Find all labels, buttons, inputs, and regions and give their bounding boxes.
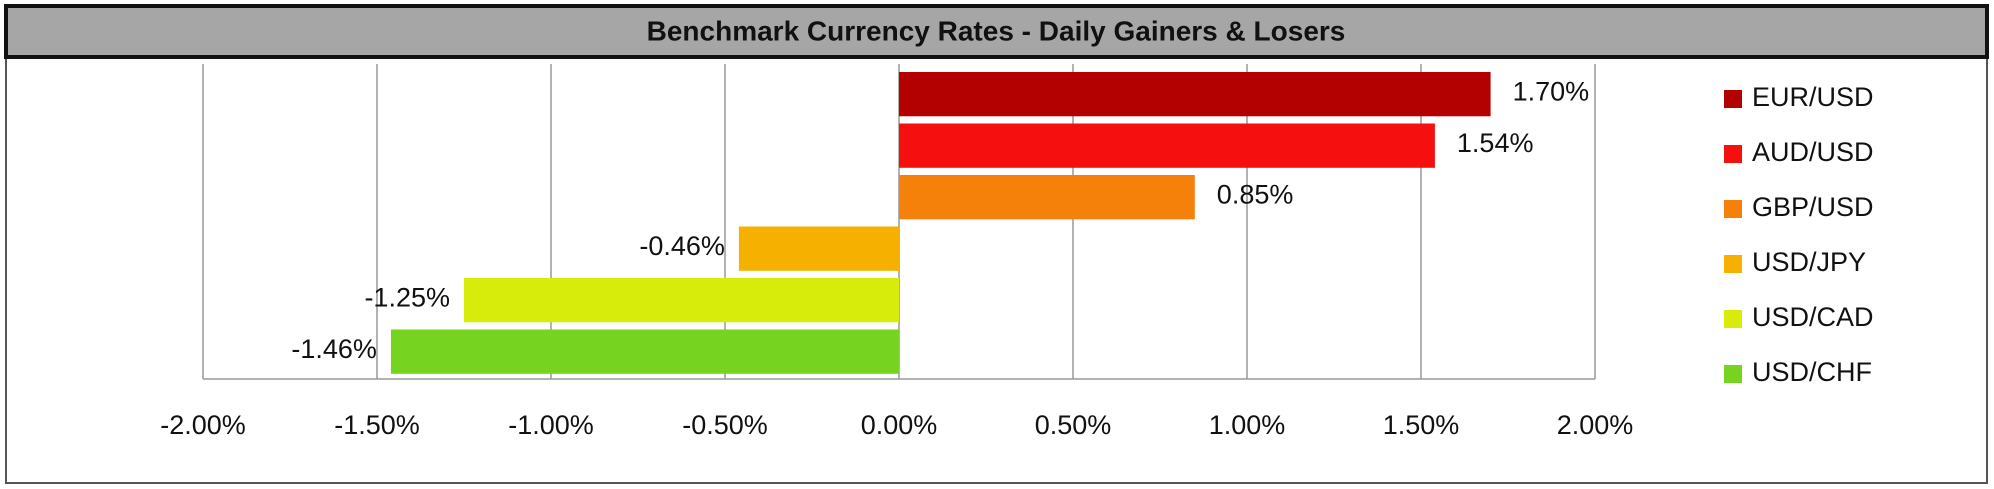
bar	[738, 226, 899, 271]
legend-swatch	[1724, 200, 1742, 218]
data-label: 1.54%	[1457, 128, 1534, 158]
legend-swatch	[1724, 310, 1742, 328]
bar	[464, 278, 899, 323]
data-label: 0.85%	[1217, 179, 1294, 209]
x-tick-label: -0.50%	[682, 410, 768, 440]
legend-label: EUR/USD	[1752, 82, 1874, 112]
x-tick-label: 1.50%	[1383, 410, 1460, 440]
data-label: -1.46%	[291, 334, 377, 364]
bar	[899, 72, 1491, 117]
x-tick-label: -2.00%	[160, 410, 246, 440]
chart-border	[5, 56, 1988, 484]
data-label: 1.70%	[1513, 76, 1590, 106]
legend-swatch	[1724, 145, 1742, 163]
data-label: -1.25%	[364, 282, 450, 312]
bar	[899, 175, 1195, 220]
x-tick-label: -1.50%	[334, 410, 420, 440]
legend-label: GBP/USD	[1752, 192, 1874, 222]
bar	[899, 123, 1435, 168]
chart-title: Benchmark Currency Rates - Daily Gainers…	[647, 15, 1346, 46]
legend-label: USD/JPY	[1752, 247, 1866, 277]
x-tick-label: 0.00%	[861, 410, 938, 440]
x-tick-label: 1.00%	[1209, 410, 1286, 440]
data-label: -0.46%	[639, 231, 725, 261]
legend-label: USD/CHF	[1752, 357, 1872, 387]
x-tick-label: -1.00%	[508, 410, 594, 440]
x-tick-label: 2.00%	[1557, 410, 1634, 440]
legend-swatch	[1724, 365, 1742, 383]
x-tick-label: 0.50%	[1035, 410, 1112, 440]
legend-label: AUD/USD	[1752, 137, 1874, 167]
legend-swatch	[1724, 255, 1742, 273]
bar	[390, 329, 899, 374]
title-bar	[4, 4, 1989, 59]
legend-swatch	[1724, 90, 1742, 108]
legend-label: USD/CAD	[1752, 302, 1874, 332]
